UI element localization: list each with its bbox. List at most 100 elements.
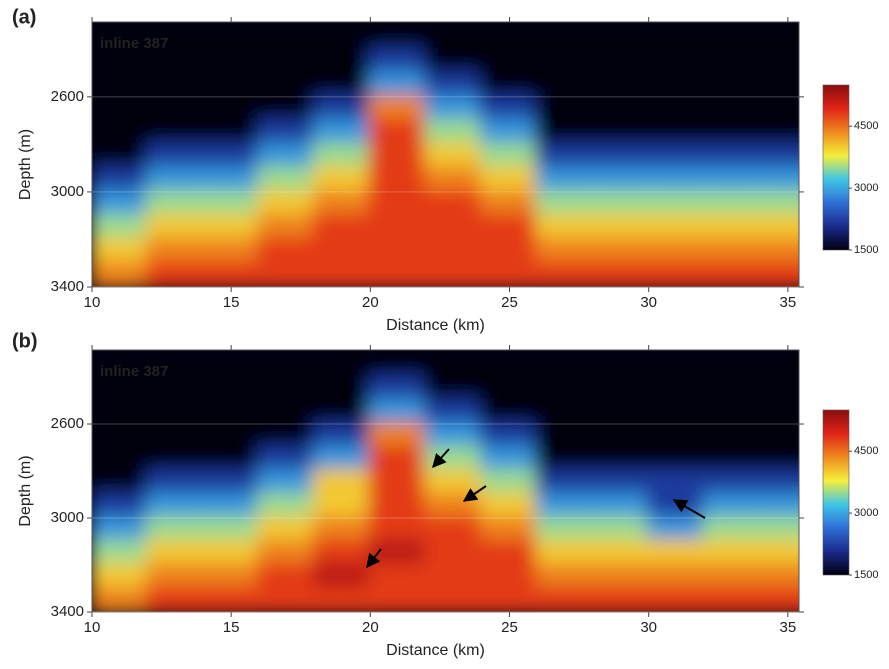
heatmap-cell	[424, 94, 484, 123]
heatmap-cell	[646, 71, 707, 99]
heatmap-cell	[479, 492, 540, 521]
heatmap-cell	[479, 166, 540, 194]
arrow	[432, 448, 450, 469]
heatmap-cell	[424, 445, 484, 474]
heatmap-cell	[201, 469, 262, 497]
heatmap-cell	[312, 47, 373, 76]
heatmap-cell	[479, 422, 540, 450]
heatmap-cell	[591, 586, 651, 612]
y-tick-label: 3400	[51, 278, 84, 295]
colorbar-tick-label: 4500	[854, 120, 878, 132]
heatmap-cell	[702, 563, 763, 591]
heatmap-cell	[758, 189, 799, 218]
heatmap-cell	[312, 118, 373, 147]
heatmap-cell	[702, 71, 763, 99]
heatmap-cell	[201, 189, 262, 218]
heatmap-cell	[535, 71, 596, 99]
heatmap-cell	[201, 47, 262, 76]
heatmap-cell	[535, 586, 596, 612]
heatmap-cells	[92, 351, 799, 612]
heatmap-cell	[591, 71, 651, 99]
heatmap-cell	[424, 375, 484, 403]
heatmap-cell	[312, 516, 373, 544]
colorbar-tick-label: 3000	[854, 507, 878, 519]
heatmap-cell	[145, 586, 206, 612]
heatmap-cell	[758, 375, 799, 403]
heatmap-cell	[702, 445, 763, 474]
x-tick-label: 15	[223, 294, 240, 311]
heatmap-cell	[479, 47, 540, 76]
heatmap-cell	[591, 539, 651, 568]
heatmap-cell	[368, 118, 429, 147]
heatmap-cell	[424, 142, 484, 171]
heatmap-cell	[758, 586, 799, 612]
x-tick-label: 35	[780, 619, 797, 636]
heatmap-cell	[201, 539, 262, 568]
heatmap-cell	[201, 516, 262, 544]
x-tick-label: 30	[640, 294, 657, 311]
heatmap-cell	[479, 142, 540, 171]
heatmap-cell	[702, 398, 763, 427]
heatmap-cell	[257, 492, 317, 521]
heatmap-cell	[312, 422, 373, 450]
heatmap-cell	[424, 166, 484, 194]
heatmap-cell	[92, 516, 150, 544]
heatmap-cell	[758, 71, 799, 99]
heatmap-cell	[145, 261, 206, 287]
heatmap-cell	[257, 237, 317, 266]
heatmap-cell	[424, 422, 484, 450]
heatmap-cell	[145, 445, 206, 474]
heatmap-cell	[702, 469, 763, 497]
heatmap-cell	[702, 189, 763, 218]
heatmap-cell	[312, 563, 373, 591]
heatmap-cell	[758, 213, 799, 242]
x-tick-label: 20	[362, 619, 379, 636]
heatmap-cell	[646, 445, 707, 474]
heatmap-cell	[201, 71, 262, 99]
heatmap-cell	[702, 516, 763, 544]
heatmap-cell	[535, 492, 596, 521]
colorbar	[822, 84, 850, 251]
heatmap-cell	[424, 469, 484, 497]
heatmap-cell	[145, 94, 206, 123]
heatmap-cell	[92, 398, 150, 427]
heatmap-cell	[257, 213, 317, 242]
y-tick-label: 2600	[51, 88, 84, 105]
panel: 10 15 20 25 30 35 2600 3000 3400 Distance (km) Dep…	[12, 6, 878, 334]
heatmap-cell	[591, 189, 651, 218]
heatmap-cell	[201, 142, 262, 171]
heatmap-cell	[424, 563, 484, 591]
heatmap-cell	[646, 189, 707, 218]
heatmap-cell	[591, 166, 651, 194]
heatmap-cell	[368, 516, 429, 544]
heatmap-cell	[368, 261, 429, 287]
heatmap-cell	[92, 445, 150, 474]
heatmap-cell	[145, 375, 206, 403]
heatmap-cell	[312, 213, 373, 242]
heatmap-cell	[424, 71, 484, 99]
heatmap-cell	[424, 516, 484, 544]
heatmap-cell	[479, 237, 540, 266]
heatmap-cell	[92, 539, 150, 568]
heatmap-cell	[646, 375, 707, 403]
heatmap-cell	[201, 492, 262, 521]
heatmap-cell	[145, 166, 206, 194]
heatmap-cell	[145, 516, 206, 544]
heatmap-cell	[312, 142, 373, 171]
colorbar-tick-label: 4500	[854, 445, 878, 457]
heatmap-cell	[257, 118, 317, 147]
heatmap-cell	[758, 142, 799, 171]
heatmap-cell	[479, 563, 540, 591]
heatmap-cell	[702, 586, 763, 612]
heatmap-cell	[92, 166, 150, 194]
heatmap-cell	[257, 351, 317, 380]
heatmap-cell	[257, 47, 317, 76]
heatmap-cell	[646, 47, 707, 76]
heatmap-cell	[591, 375, 651, 403]
y-axis-label: Depth (m)	[17, 455, 34, 526]
heatmap-cell	[257, 189, 317, 218]
heatmap-cell	[368, 213, 429, 242]
heatmap-cell	[257, 422, 317, 450]
heatmap-cell	[758, 261, 799, 287]
